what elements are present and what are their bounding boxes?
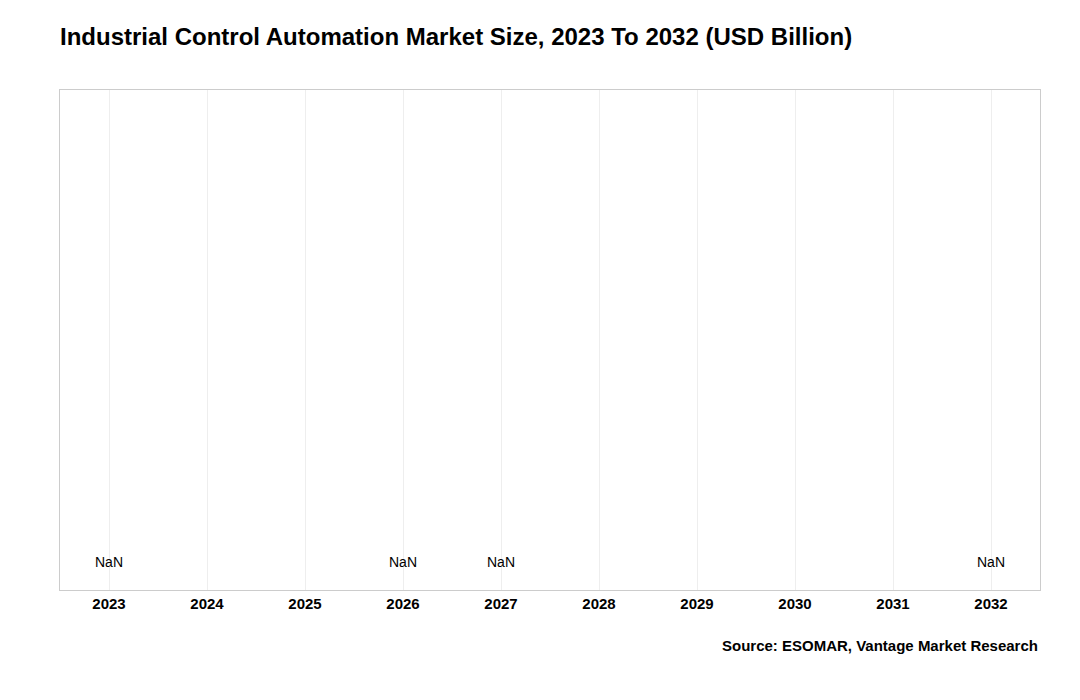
svg-text:2027: 2027	[484, 595, 517, 612]
svg-text:2028: 2028	[582, 595, 615, 612]
svg-text:2032: 2032	[974, 595, 1007, 612]
svg-text:2029: 2029	[680, 595, 713, 612]
svg-text:2030: 2030	[778, 595, 811, 612]
svg-text:2031: 2031	[876, 595, 909, 612]
svg-text:2023: 2023	[92, 595, 125, 612]
svg-text:Source: ESOMAR, Vantage Market: Source: ESOMAR, Vantage Market Research	[722, 637, 1038, 654]
svg-text:2026: 2026	[386, 595, 419, 612]
svg-text:NaN: NaN	[95, 554, 123, 570]
svg-text:Industrial Control Automation: Industrial Control Automation Market Siz…	[60, 23, 852, 50]
svg-text:2025: 2025	[288, 595, 321, 612]
svg-text:NaN: NaN	[389, 554, 417, 570]
svg-text:NaN: NaN	[487, 554, 515, 570]
svg-text:NaN: NaN	[977, 554, 1005, 570]
svg-text:2024: 2024	[190, 595, 224, 612]
